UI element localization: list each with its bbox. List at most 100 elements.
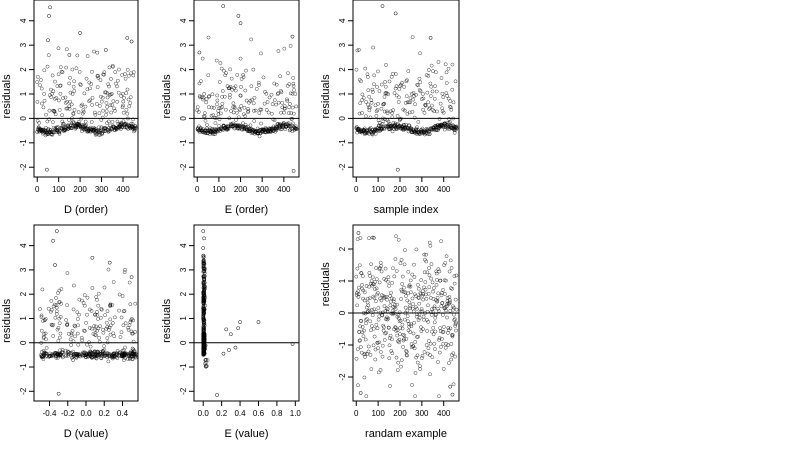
data-point (402, 262, 407, 267)
data-point (202, 321, 206, 326)
data-point (105, 309, 110, 314)
data-point (67, 81, 72, 86)
data-point (381, 102, 386, 106)
data-point (202, 289, 206, 294)
data-point (120, 105, 125, 110)
data-point (437, 394, 441, 399)
x-axis-label: D (value) (64, 428, 109, 440)
data-point (87, 99, 91, 104)
data-point (88, 86, 92, 91)
data-point (454, 126, 459, 131)
data-point (111, 280, 116, 284)
x-tick-label: 0.2 (216, 409, 228, 418)
data-point (127, 104, 132, 109)
data-point (105, 336, 110, 340)
data-point (385, 315, 389, 320)
data-point (294, 126, 298, 131)
data-point (294, 127, 299, 131)
data-point (400, 289, 404, 294)
data-point (414, 306, 419, 311)
data-point (96, 303, 101, 308)
data-point (367, 270, 372, 275)
data-point (371, 343, 376, 348)
point-layer (195, 4, 299, 173)
data-point (251, 67, 256, 72)
data-point (246, 109, 251, 113)
data-point (416, 295, 421, 300)
data-point (372, 307, 377, 312)
data-point (67, 104, 72, 109)
x-tick-label: 200 (73, 185, 87, 194)
data-point (72, 108, 77, 112)
data-point (37, 121, 41, 125)
data-point (54, 229, 59, 233)
data-point (445, 315, 449, 320)
data-point (396, 360, 401, 365)
data-point (412, 262, 416, 267)
data-point (124, 107, 129, 112)
data-point (404, 294, 408, 298)
data-point (420, 353, 425, 358)
data-point (201, 296, 206, 301)
data-point (250, 97, 254, 102)
data-point (68, 75, 72, 80)
data-point (290, 91, 295, 96)
data-point (221, 351, 226, 356)
data-point (382, 295, 386, 300)
data-point (416, 286, 421, 291)
data-point (67, 53, 72, 57)
data-point (291, 111, 296, 116)
data-point (108, 317, 113, 322)
data-point (49, 95, 54, 99)
data-point (248, 123, 253, 128)
data-point (205, 123, 209, 127)
data-point (359, 319, 364, 323)
y-tick-label: 3 (19, 267, 28, 272)
panel-1: -2 -1 0 1 2 3 4 0 100 200 300 400 D (order) residuals (1, 0, 139, 216)
data-point (45, 64, 50, 69)
data-point (368, 353, 373, 357)
data-point (215, 102, 219, 107)
data-point (200, 56, 205, 61)
data-point (39, 354, 44, 359)
data-point (402, 108, 407, 113)
data-point (86, 354, 91, 358)
data-point (359, 345, 363, 349)
data-point (100, 115, 105, 120)
data-point (53, 352, 58, 356)
data-point (373, 357, 378, 362)
data-point (49, 309, 53, 314)
data-point (400, 322, 405, 327)
data-point (202, 301, 206, 306)
data-point (399, 364, 403, 369)
data-point (395, 114, 400, 118)
data-point (85, 54, 90, 58)
data-point (448, 99, 453, 103)
data-point (238, 56, 243, 61)
data-point (447, 269, 452, 274)
data-point (439, 291, 444, 295)
data-point (78, 83, 83, 87)
data-point (369, 328, 373, 333)
data-point (430, 310, 435, 315)
data-point (226, 126, 231, 131)
data-point (426, 346, 431, 351)
data-point (397, 310, 402, 315)
data-point (46, 53, 51, 57)
y-tick-label: -1 (179, 139, 188, 147)
data-point (291, 76, 296, 80)
data-point (449, 342, 454, 346)
data-point (371, 45, 375, 50)
data-point (35, 99, 40, 104)
data-point (444, 308, 448, 313)
data-point (392, 91, 397, 95)
data-point (425, 329, 429, 333)
data-point (231, 121, 235, 126)
data-point (131, 339, 136, 344)
data-point (358, 391, 363, 395)
data-point (364, 305, 369, 310)
data-point (102, 70, 107, 75)
data-point (423, 280, 428, 284)
data-point (399, 82, 403, 87)
data-point (112, 108, 117, 113)
